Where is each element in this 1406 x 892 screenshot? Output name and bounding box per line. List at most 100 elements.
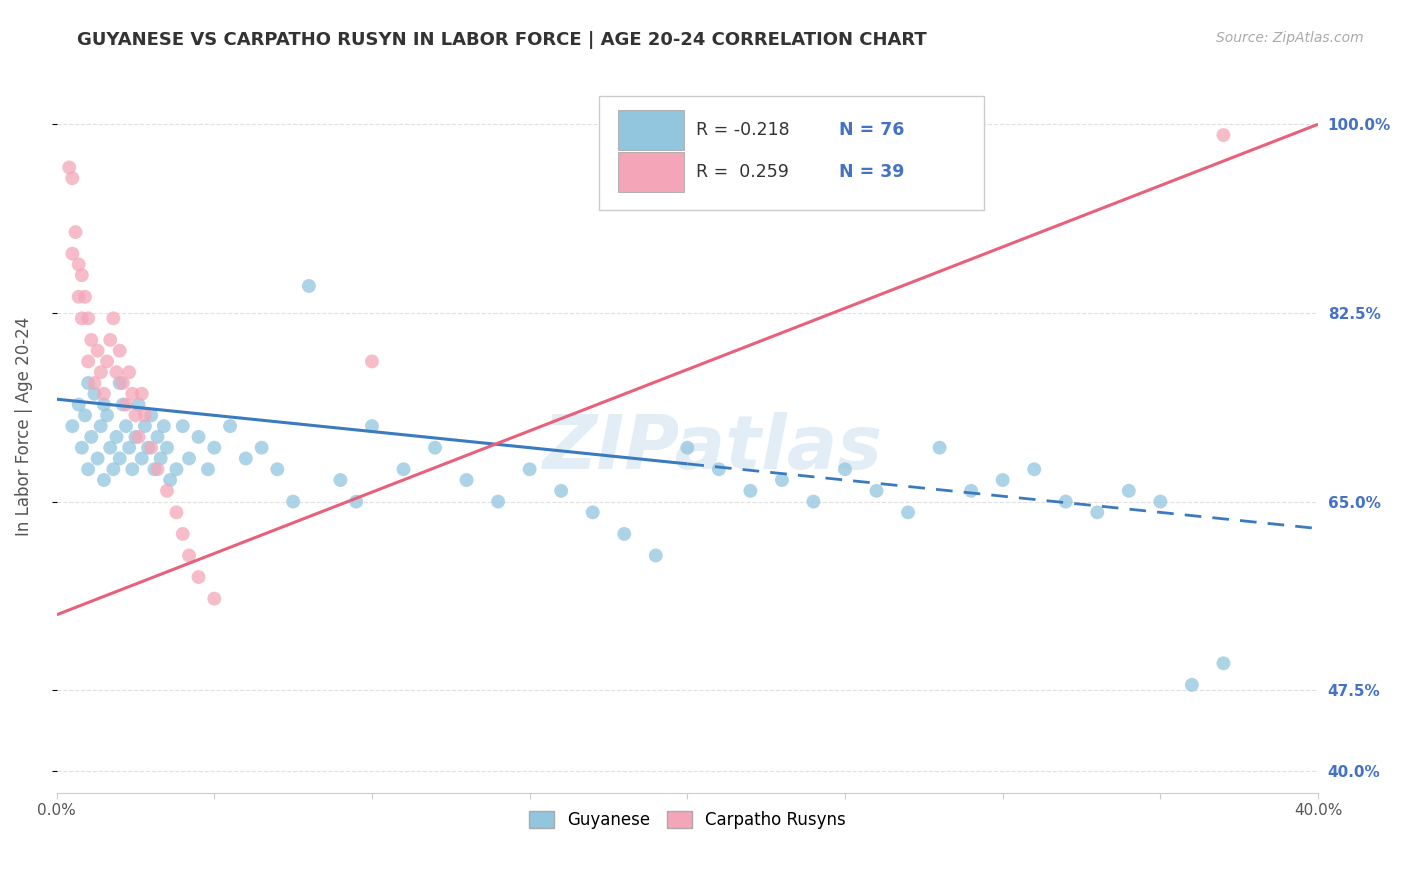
Point [103, 462, 125, 476]
Point [96, 354, 118, 368]
Text: R =  0.259: R = 0.259 [696, 162, 789, 181]
Point [108, 343, 131, 358]
Point [105, 365, 128, 379]
Point [115, 419, 138, 434]
Point [177, 451, 200, 466]
Point [131, 451, 153, 466]
Point [550, 483, 572, 498]
Point [58, 161, 80, 175]
Point [1212, 128, 1234, 142]
Point [156, 441, 179, 455]
Point [146, 430, 169, 444]
Point [187, 430, 209, 444]
Point [928, 441, 950, 455]
Point [676, 441, 699, 455]
Point [128, 398, 150, 412]
Point [90, 419, 112, 434]
FancyBboxPatch shape [619, 152, 683, 192]
Point [141, 441, 163, 455]
Point [70, 441, 93, 455]
Point [582, 505, 605, 519]
Point [80, 333, 103, 347]
Point [1149, 494, 1171, 508]
Point [361, 354, 384, 368]
Point [111, 376, 134, 390]
Point [156, 483, 179, 498]
Point [456, 473, 478, 487]
Point [1024, 462, 1046, 476]
Point [77, 354, 100, 368]
Point [235, 451, 257, 466]
Point [281, 494, 304, 508]
Point [644, 549, 666, 563]
Point [77, 376, 100, 390]
Point [172, 527, 194, 541]
Point [77, 311, 100, 326]
Point [90, 365, 112, 379]
Point [86, 451, 108, 466]
Text: N = 76: N = 76 [839, 121, 904, 139]
Point [361, 419, 384, 434]
Point [159, 473, 181, 487]
Point [103, 311, 125, 326]
Point [219, 419, 242, 434]
Point [803, 494, 825, 508]
Point [73, 409, 96, 423]
Point [70, 311, 93, 326]
Point [67, 398, 90, 412]
Point [707, 462, 730, 476]
Point [770, 473, 793, 487]
Point [93, 398, 115, 412]
Point [60, 419, 83, 434]
Point [134, 409, 156, 423]
Point [124, 409, 146, 423]
Point [344, 494, 367, 508]
Point [65, 225, 87, 239]
Point [897, 505, 920, 519]
Point [740, 483, 762, 498]
Point [73, 290, 96, 304]
Point [1118, 483, 1140, 498]
Point [67, 257, 90, 271]
Point [60, 171, 83, 186]
FancyBboxPatch shape [599, 96, 984, 210]
Point [991, 473, 1014, 487]
Point [121, 462, 143, 476]
Point [105, 430, 128, 444]
Y-axis label: In Labor Force | Age 20-24: In Labor Force | Age 20-24 [15, 317, 32, 536]
Text: N = 39: N = 39 [839, 162, 904, 181]
Point [1212, 657, 1234, 671]
Point [613, 527, 636, 541]
Point [250, 441, 273, 455]
Point [187, 570, 209, 584]
Point [165, 462, 187, 476]
Point [1085, 505, 1108, 519]
Point [134, 419, 156, 434]
Point [111, 398, 134, 412]
Point [1054, 494, 1077, 508]
Point [202, 591, 225, 606]
Point [77, 462, 100, 476]
Point [865, 483, 887, 498]
Point [423, 441, 446, 455]
Point [70, 268, 93, 283]
Point [128, 430, 150, 444]
Point [202, 441, 225, 455]
Point [98, 333, 121, 347]
Point [146, 462, 169, 476]
Legend: Guyanese, Carpatho Rusyns: Guyanese, Carpatho Rusyns [522, 804, 852, 836]
Point [108, 451, 131, 466]
Point [108, 376, 131, 390]
Point [149, 451, 172, 466]
Text: Source: ZipAtlas.com: Source: ZipAtlas.com [1216, 31, 1364, 45]
Point [141, 409, 163, 423]
Point [298, 279, 321, 293]
Point [165, 505, 187, 519]
Point [143, 462, 166, 476]
Point [118, 365, 141, 379]
Point [67, 290, 90, 304]
Point [519, 462, 541, 476]
Point [60, 246, 83, 260]
Point [153, 419, 176, 434]
Point [266, 462, 288, 476]
